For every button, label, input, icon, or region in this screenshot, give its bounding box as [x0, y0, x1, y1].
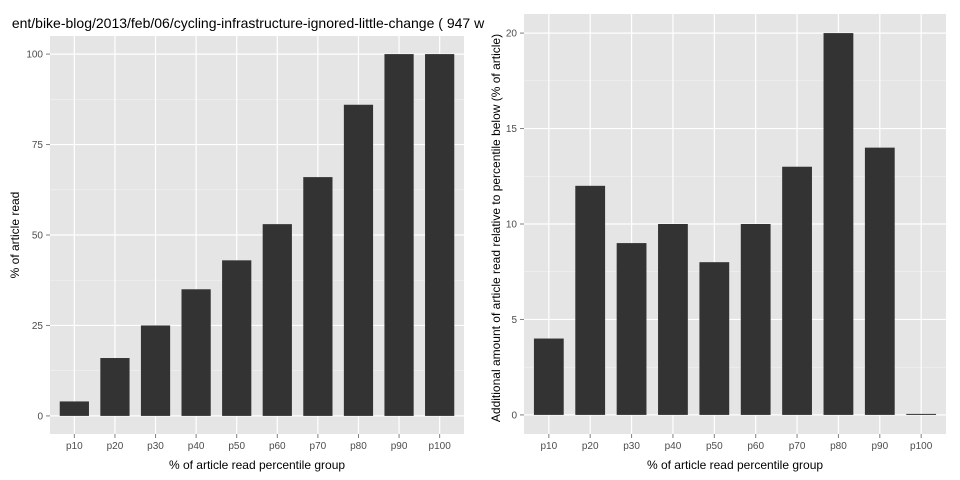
- right-x-tick-label: p20: [582, 441, 599, 452]
- right-x-tick-label: p80: [830, 441, 847, 452]
- left-y-tick-label: 75: [32, 140, 44, 151]
- left-y-tick-label: 25: [32, 321, 44, 332]
- right-bar-p70: [782, 166, 812, 415]
- right-x-tick-label: p60: [747, 441, 764, 452]
- left-bar-p10: [59, 401, 89, 416]
- right-x-axis-title: % of article read percentile group: [647, 458, 823, 472]
- right-y-axis-title: Additional amount of article read relati…: [489, 34, 503, 422]
- right-bars: [533, 33, 937, 415]
- right-x-ticks: p10 p20 p30 p40 p50 p60 p70 p80 p90 p100: [540, 434, 933, 452]
- left-x-tick-label: p50: [228, 441, 245, 452]
- left-bars: [59, 54, 455, 416]
- left-x-tick-label: p30: [147, 441, 164, 452]
- left-x-tick-label: p90: [391, 441, 408, 452]
- left-bar-p100: [425, 54, 455, 416]
- right-bar-p30: [616, 243, 647, 415]
- left-y-tick-label: 0: [37, 411, 43, 422]
- left-bar-p70: [303, 177, 333, 416]
- left-x-tick-label: p40: [188, 441, 205, 452]
- left-bar-p80: [343, 104, 374, 416]
- left-y-tick-label: 100: [26, 50, 43, 61]
- right-x-tick-label: p40: [665, 441, 682, 452]
- left-x-tick-label: p10: [66, 441, 83, 452]
- right-bar-p90: [864, 147, 895, 415]
- left-bar-p30: [140, 325, 171, 416]
- left-bar-p60: [262, 224, 292, 416]
- left-x-axis-title: % of article read percentile group: [169, 458, 345, 472]
- right-x-tick-label: p50: [706, 441, 723, 452]
- right-y-ticks: 0 5 10 15 20: [506, 29, 524, 421]
- left-bar-p20: [100, 358, 130, 416]
- left-chart-title: ent/bike-blog/2013/feb/06/cycling-infras…: [12, 15, 485, 31]
- left-chart: ent/bike-blog/2013/feb/06/cycling-infras…: [8, 15, 485, 472]
- right-bar-p40: [658, 224, 688, 415]
- left-x-tick-label: p20: [107, 441, 124, 452]
- left-bar-p40: [181, 289, 211, 416]
- right-y-tick-label: 5: [511, 315, 517, 326]
- left-bar-p90: [384, 54, 414, 416]
- left-x-ticks: p10 p20 p30 p40 p50 p60 p70 p80 p90 p100: [66, 434, 451, 452]
- right-bar-p20: [575, 185, 606, 415]
- left-bar-p50: [222, 260, 252, 416]
- right-bar-p100: [906, 413, 937, 415]
- right-y-tick-label: 0: [511, 410, 517, 421]
- right-bar-p10: [533, 338, 564, 415]
- right-x-tick-label: p30: [623, 441, 640, 452]
- left-y-axis-title: % of article read: [8, 192, 22, 279]
- right-y-tick-label: 20: [506, 29, 518, 40]
- right-chart: 0 5 10 15 20 p10 p20 p30 p40 p50 p60 p70 p80 p90 p100…: [489, 14, 946, 472]
- left-x-tick-label: p60: [269, 441, 286, 452]
- right-x-tick-label: p70: [789, 441, 806, 452]
- right-y-tick-label: 15: [506, 124, 518, 135]
- left-x-tick-label: p70: [310, 441, 327, 452]
- right-bar-p50: [699, 262, 730, 415]
- right-bar-p60: [740, 224, 771, 415]
- right-x-tick-label: p90: [871, 441, 888, 452]
- right-x-tick-label: p100: [910, 441, 933, 452]
- left-x-tick-label: p80: [350, 441, 367, 452]
- left-y-ticks: 0 25 50 75 100: [26, 50, 50, 422]
- left-x-tick-label: p100: [429, 441, 452, 452]
- right-x-tick-label: p10: [540, 441, 557, 452]
- right-y-tick-label: 10: [506, 220, 518, 231]
- right-bar-p80: [823, 33, 854, 415]
- left-y-tick-label: 50: [32, 231, 44, 242]
